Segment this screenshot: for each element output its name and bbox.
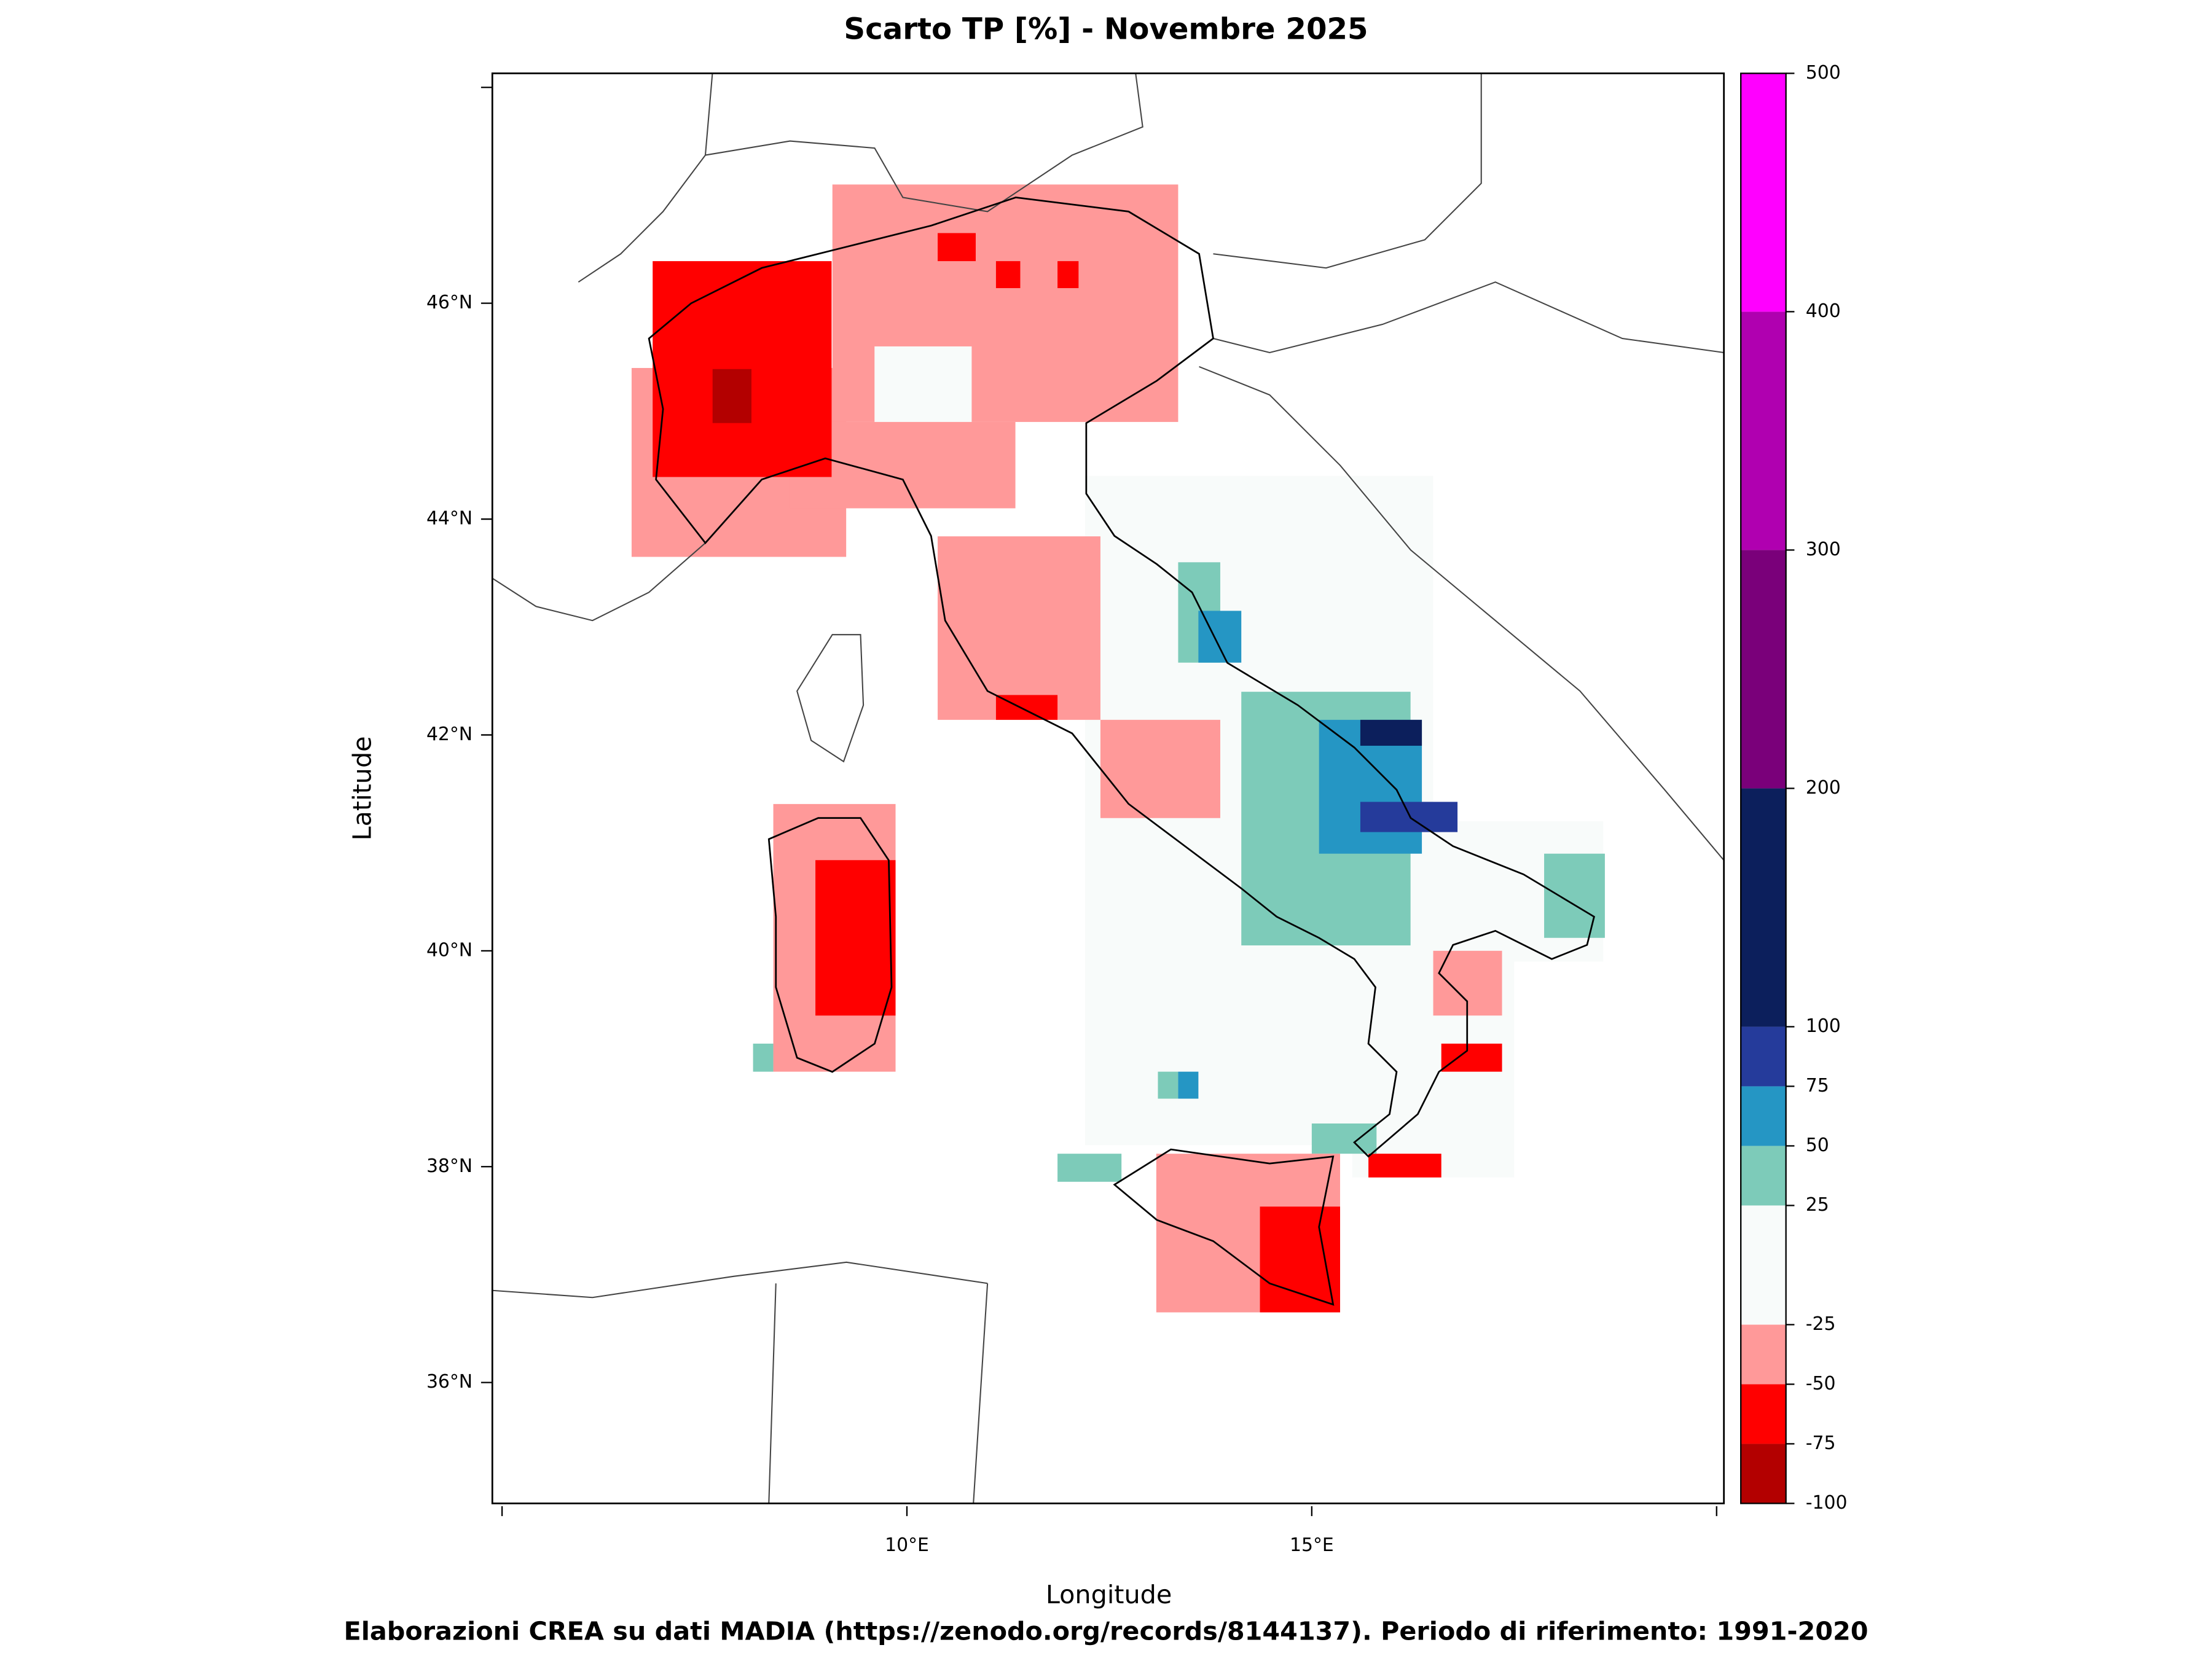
y-tick-label: 40°N bbox=[426, 939, 473, 961]
grid-cell bbox=[1544, 853, 1605, 938]
grid-cell bbox=[1057, 1154, 1122, 1182]
grid-cell bbox=[874, 346, 972, 422]
colorbar-label: 500 bbox=[1806, 62, 1841, 84]
colorbar-segment bbox=[1741, 1146, 1786, 1206]
colorbar-label: -100 bbox=[1806, 1492, 1848, 1514]
plot-frame bbox=[491, 72, 1725, 1504]
grid-cell bbox=[1260, 1206, 1340, 1313]
grid-cell bbox=[1057, 261, 1079, 289]
x-axis-label: Longitude bbox=[1046, 1580, 1172, 1609]
x-tick-label: 10°E bbox=[885, 1534, 929, 1556]
grid-cell bbox=[1441, 1043, 1502, 1072]
colorbar-label: -50 bbox=[1806, 1373, 1836, 1394]
grid-cell bbox=[1158, 1071, 1179, 1099]
grid-cell bbox=[938, 536, 1100, 720]
grid-cell bbox=[712, 369, 751, 423]
y-tick-label: 42°N bbox=[426, 724, 473, 745]
border bbox=[1199, 365, 1725, 861]
grid-cell bbox=[995, 695, 1058, 720]
colorbar-segment bbox=[1741, 1324, 1786, 1385]
coastlines bbox=[492, 73, 1725, 1504]
cell-layer bbox=[631, 184, 1605, 1313]
colorbar-segment bbox=[1741, 1384, 1786, 1444]
grid-cell bbox=[995, 261, 1021, 289]
sardinia-outline bbox=[767, 817, 893, 1073]
colorbar-segment bbox=[1741, 311, 1786, 550]
colorbar-label: 75 bbox=[1806, 1075, 1829, 1096]
colorbar-label: -25 bbox=[1806, 1313, 1836, 1335]
colorbar-segment bbox=[1741, 73, 1786, 312]
border bbox=[578, 73, 1724, 354]
colorbar-segment bbox=[1741, 550, 1786, 789]
grid-cell bbox=[1368, 1154, 1441, 1178]
colorbar-label: 25 bbox=[1806, 1194, 1829, 1216]
colorbar-segment bbox=[1741, 1086, 1786, 1146]
corsica-outline bbox=[796, 634, 865, 763]
colorbar-segment bbox=[1741, 1444, 1786, 1504]
border bbox=[492, 542, 706, 622]
grid-cell bbox=[653, 261, 832, 477]
footer: Elaborazioni CREA su dati MADIA (https:/… bbox=[344, 1617, 1869, 1646]
chart-title: Scarto TP [%] - Novembre 2025 bbox=[844, 12, 1368, 47]
y-tick-label: 46°N bbox=[426, 292, 473, 313]
colorbar-segment bbox=[1741, 1026, 1786, 1087]
colorbar-segment bbox=[1741, 1205, 1786, 1325]
y-tick-label: 44°N bbox=[426, 508, 473, 530]
grid-cell bbox=[753, 1043, 774, 1072]
italy-outline bbox=[648, 197, 1595, 1158]
colorbar-label: 50 bbox=[1806, 1135, 1829, 1156]
grid-cell bbox=[1178, 1071, 1199, 1099]
grid-cell bbox=[1311, 1123, 1377, 1154]
grid-cell bbox=[1360, 802, 1458, 832]
y-tick-label: 36°N bbox=[426, 1371, 473, 1393]
colorbar-label: 300 bbox=[1806, 539, 1841, 560]
colorbar-label: 100 bbox=[1806, 1015, 1841, 1037]
grid-cell bbox=[938, 233, 976, 262]
x-tick-label: 15°E bbox=[1290, 1534, 1334, 1556]
colorbar-label: 200 bbox=[1806, 777, 1841, 799]
y-tick-label: 38°N bbox=[426, 1155, 473, 1177]
grid-cell bbox=[815, 860, 896, 1016]
y-axis-label: Latitude bbox=[347, 736, 377, 840]
border bbox=[492, 1261, 989, 1504]
grid-cell bbox=[1360, 719, 1422, 746]
colorbar-segment bbox=[1741, 788, 1786, 1027]
sicily-outline bbox=[1113, 1148, 1335, 1306]
grid-cell bbox=[1100, 719, 1220, 818]
colorbar-label: 400 bbox=[1806, 300, 1841, 322]
colorbar-label: -75 bbox=[1806, 1432, 1836, 1454]
